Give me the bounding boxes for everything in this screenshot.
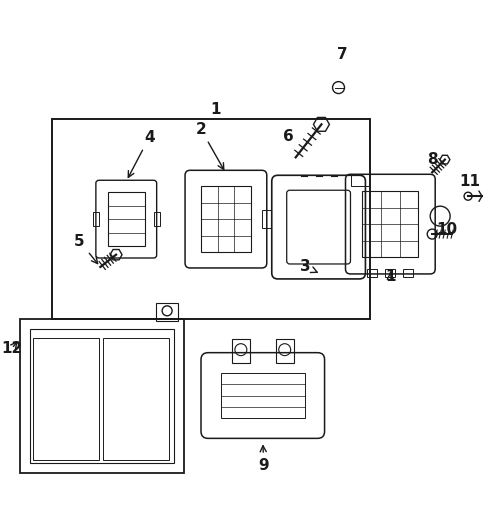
Text: 5: 5	[74, 233, 98, 264]
Bar	[351, 174, 369, 186]
Bar	[93, 212, 99, 226]
Bar	[108, 192, 145, 246]
Bar	[103, 338, 169, 461]
Bar	[368, 269, 377, 277]
Text: 2: 2	[196, 122, 224, 170]
Bar	[363, 191, 418, 257]
Text: 12: 12	[1, 341, 22, 356]
Bar	[276, 339, 294, 363]
Text: 10: 10	[437, 222, 458, 236]
Bar	[154, 212, 160, 226]
Bar	[51, 119, 370, 319]
Bar	[385, 269, 395, 277]
Bar	[33, 338, 99, 461]
Bar	[403, 269, 413, 277]
Bar	[262, 210, 271, 228]
Text: 1: 1	[385, 269, 395, 284]
Bar	[232, 339, 250, 363]
Bar	[201, 186, 251, 252]
Text: 6: 6	[283, 129, 294, 144]
Bar	[156, 303, 178, 321]
Bar	[221, 373, 305, 418]
Bar	[29, 329, 174, 463]
Text: 9: 9	[259, 446, 269, 473]
Text: 1: 1	[211, 102, 221, 117]
Text: 4: 4	[128, 130, 154, 177]
Text: 8: 8	[427, 152, 438, 167]
Text: 7: 7	[337, 47, 348, 62]
Text: 11: 11	[460, 174, 481, 189]
Bar	[20, 319, 184, 473]
Text: 3: 3	[300, 260, 317, 274]
